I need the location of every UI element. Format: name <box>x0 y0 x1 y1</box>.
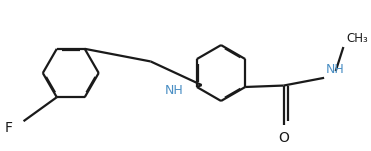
Text: NH: NH <box>326 63 345 76</box>
Text: NH: NH <box>164 84 183 97</box>
Text: CH₃: CH₃ <box>346 32 368 45</box>
Text: O: O <box>278 131 289 145</box>
Text: F: F <box>5 121 13 135</box>
